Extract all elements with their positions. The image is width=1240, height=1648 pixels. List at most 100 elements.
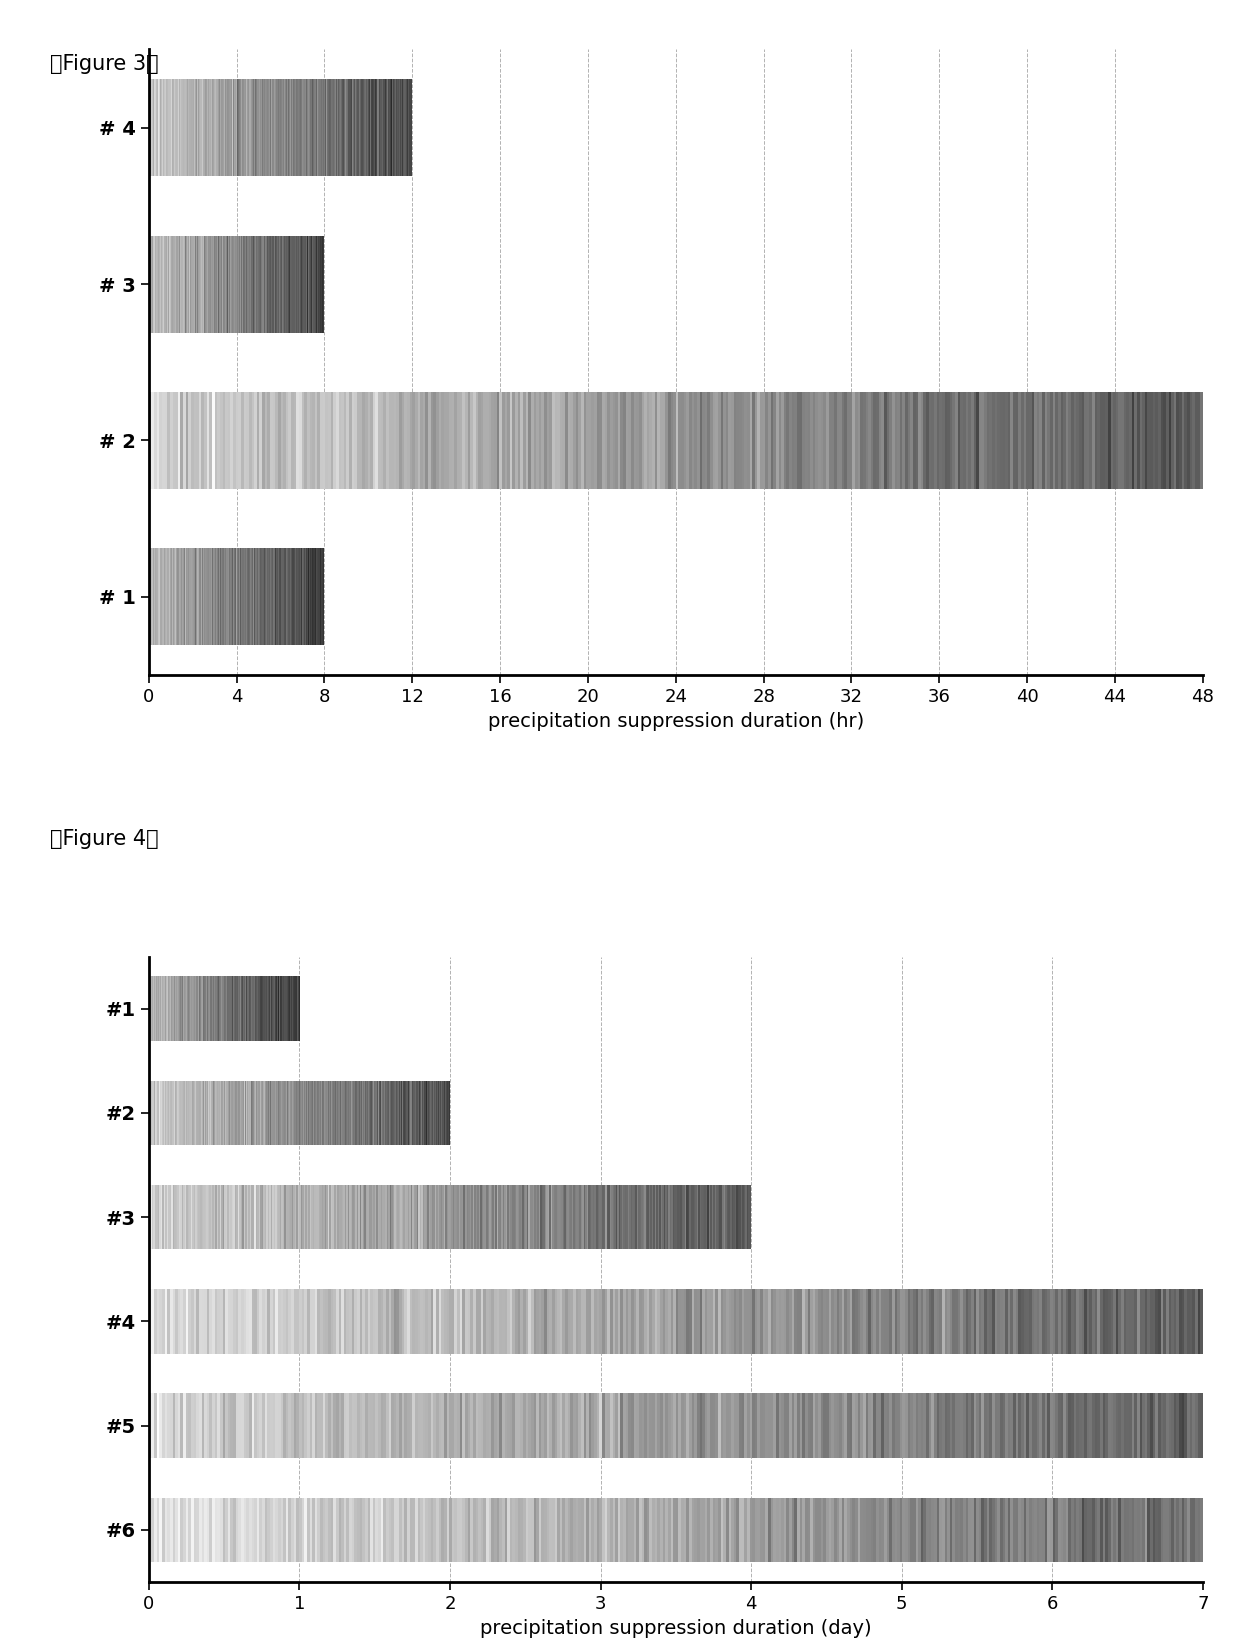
Bar	[622, 392, 626, 489]
Bar	[591, 1185, 593, 1249]
Bar	[337, 1185, 339, 1249]
Bar	[918, 392, 921, 489]
Bar	[1189, 1289, 1193, 1353]
Bar	[636, 392, 639, 489]
Bar	[475, 1185, 477, 1249]
Bar	[228, 1185, 231, 1249]
Bar	[713, 1289, 715, 1353]
Bar	[480, 1185, 481, 1249]
Bar	[1090, 392, 1092, 489]
Bar	[460, 1185, 463, 1249]
Bar	[149, 1393, 151, 1458]
Bar	[538, 1185, 541, 1249]
Bar	[565, 1185, 568, 1249]
Bar	[505, 1498, 507, 1562]
Bar	[656, 1185, 658, 1249]
Bar	[159, 1185, 161, 1249]
Bar	[397, 1498, 399, 1562]
Bar	[629, 392, 631, 489]
Bar	[723, 392, 725, 489]
Bar	[510, 1185, 512, 1249]
Bar	[697, 1393, 699, 1458]
Bar	[374, 1185, 376, 1249]
Bar	[1086, 392, 1090, 489]
Bar	[615, 1289, 618, 1353]
Bar	[1123, 1498, 1126, 1562]
Bar	[591, 1393, 594, 1458]
Bar	[608, 1185, 610, 1249]
Bar	[587, 1393, 589, 1458]
Bar	[1092, 1393, 1095, 1458]
Bar	[963, 1289, 966, 1353]
Bar	[1187, 1498, 1189, 1562]
Bar	[657, 392, 660, 489]
Bar	[763, 1289, 765, 1353]
Bar	[226, 1498, 228, 1562]
Bar	[1069, 1498, 1071, 1562]
Bar	[341, 1393, 343, 1458]
Bar	[720, 1289, 723, 1353]
Bar	[610, 1289, 613, 1353]
Bar	[409, 1289, 413, 1353]
Bar	[697, 1498, 699, 1562]
Bar	[863, 1393, 866, 1458]
Bar	[528, 1185, 529, 1249]
Bar	[579, 1185, 582, 1249]
Bar	[453, 1185, 455, 1249]
Bar	[1161, 392, 1163, 489]
Bar	[491, 392, 494, 489]
Bar	[236, 1289, 238, 1353]
Bar	[1037, 1498, 1039, 1562]
Bar	[291, 1185, 294, 1249]
Bar	[336, 1289, 339, 1353]
Bar	[339, 1393, 341, 1458]
Bar	[587, 1185, 589, 1249]
Bar	[210, 1289, 212, 1353]
Bar	[415, 1185, 417, 1249]
Bar	[241, 1185, 242, 1249]
Bar	[434, 1185, 435, 1249]
Bar	[327, 1185, 330, 1249]
Bar	[711, 1393, 713, 1458]
Bar	[776, 1498, 779, 1562]
Bar	[1149, 1393, 1153, 1458]
Bar	[278, 1393, 280, 1458]
Bar	[325, 1289, 329, 1353]
Bar	[985, 392, 987, 489]
Bar	[181, 1185, 182, 1249]
Bar	[947, 1393, 950, 1458]
Bar	[692, 392, 694, 489]
Bar	[931, 1498, 934, 1562]
Bar	[517, 1185, 520, 1249]
Bar	[1079, 392, 1081, 489]
Bar	[1084, 1393, 1087, 1458]
Bar	[805, 1393, 807, 1458]
Bar	[306, 1185, 309, 1249]
Bar	[172, 1185, 175, 1249]
Bar	[900, 392, 903, 489]
Bar	[921, 1498, 924, 1562]
Bar	[1140, 1289, 1142, 1353]
Bar	[697, 1185, 698, 1249]
Bar	[343, 1393, 346, 1458]
Bar	[399, 1393, 402, 1458]
Bar	[894, 392, 898, 489]
Bar	[898, 1498, 900, 1562]
Bar	[828, 392, 831, 489]
Bar	[671, 1185, 673, 1249]
Bar	[1102, 392, 1105, 489]
Bar	[603, 1185, 604, 1249]
Bar	[563, 392, 565, 489]
Bar	[1039, 1289, 1042, 1353]
Bar	[494, 1289, 497, 1353]
Bar	[1116, 392, 1118, 489]
Bar	[982, 1289, 985, 1353]
Bar	[746, 1498, 750, 1562]
Bar	[629, 1498, 631, 1562]
Bar	[797, 1393, 800, 1458]
Bar	[655, 1393, 657, 1458]
Bar	[892, 1289, 894, 1353]
Bar	[599, 392, 603, 489]
Bar	[678, 1185, 681, 1249]
Bar	[299, 392, 301, 489]
